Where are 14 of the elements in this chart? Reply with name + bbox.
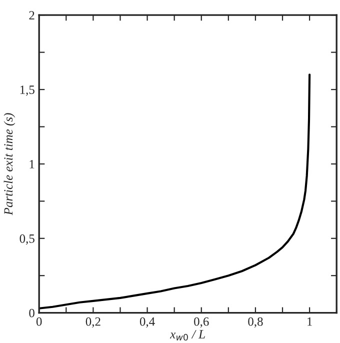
y-tick-label: 2	[29, 11, 34, 20]
y-tick-label: 0	[29, 308, 34, 318]
x-tick-label: 0,8	[248, 317, 263, 328]
x-tick-label: 0,4	[140, 317, 155, 328]
x-tick-label: 0	[36, 317, 42, 326]
x-tick-label: 1	[308, 317, 312, 326]
y-tick-label: 0,5	[20, 234, 34, 245]
x-tick-label: 0,2	[86, 317, 100, 328]
y-tick-label: 1	[30, 160, 34, 168]
x-tick-label: 0,6	[194, 317, 209, 328]
y-tick-label: 1,5	[20, 86, 34, 96]
x-axis-title: x$_{w0}$ / L	[170, 330, 205, 341]
y-axis-title: Particle exit time (s)	[4, 113, 16, 216]
line-series	[39, 74, 311, 310]
